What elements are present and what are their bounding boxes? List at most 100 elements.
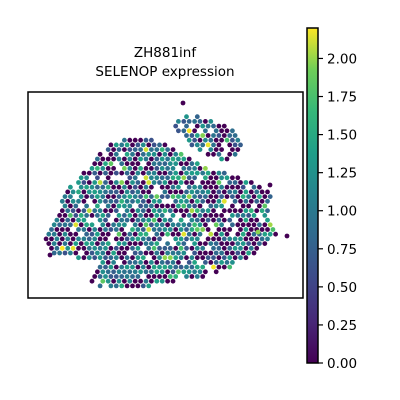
- spot: [151, 208, 157, 214]
- spot: [238, 189, 243, 195]
- spot: [200, 198, 206, 204]
- spot: [135, 227, 141, 232]
- spot: [194, 217, 200, 223]
- spot: [113, 198, 119, 204]
- spot: [124, 255, 130, 261]
- spot: [170, 213, 176, 218]
- spot: [103, 255, 108, 261]
- spot: [143, 147, 149, 153]
- spot: [103, 245, 108, 251]
- spot: [57, 231, 62, 237]
- spot: [184, 274, 189, 279]
- spot: [95, 241, 100, 247]
- spot: [211, 255, 216, 261]
- spot: [254, 208, 260, 214]
- spot: [197, 269, 203, 275]
- spot: [130, 245, 135, 251]
- spot: [213, 147, 219, 153]
- spot: [165, 231, 171, 237]
- spot: [265, 208, 270, 214]
- spot: [205, 198, 211, 204]
- spot: [173, 151, 179, 157]
- colorbar-gradient: [306, 27, 319, 364]
- spot: [173, 170, 179, 176]
- spot: [232, 245, 238, 251]
- spot: [230, 260, 235, 265]
- spot: [68, 194, 73, 200]
- spot: [154, 278, 160, 284]
- spot: [62, 231, 68, 237]
- spot: [200, 170, 206, 176]
- spot: [178, 245, 184, 251]
- spot: [181, 241, 187, 247]
- spot: [146, 180, 152, 185]
- spot: [251, 231, 257, 237]
- spot: [151, 255, 157, 261]
- spot: [205, 142, 211, 148]
- spot: [135, 236, 141, 242]
- spot: [213, 194, 219, 200]
- spot: [224, 231, 230, 237]
- spot: [97, 208, 103, 214]
- spot: [224, 156, 230, 162]
- spot: [232, 180, 238, 185]
- spot: [216, 123, 222, 129]
- spot: [176, 260, 181, 265]
- spot: [230, 137, 235, 143]
- spot: [184, 133, 189, 138]
- spot: [170, 269, 176, 275]
- spot: [151, 151, 157, 157]
- spot: [113, 283, 119, 289]
- spot: [224, 260, 230, 265]
- spot: [92, 180, 98, 185]
- spot: [113, 227, 119, 232]
- spot: [216, 236, 222, 242]
- spot: [192, 184, 198, 190]
- spot: [178, 227, 184, 232]
- spot: [138, 166, 144, 171]
- spot: [243, 255, 249, 261]
- spot: [267, 182, 273, 188]
- spot: [186, 128, 192, 134]
- colorbar-tick-label: 1.25: [327, 166, 357, 182]
- spot: [167, 208, 173, 214]
- spot: [57, 241, 62, 247]
- spot: [116, 231, 122, 237]
- spot: [130, 264, 135, 270]
- spot: [219, 184, 225, 190]
- spot: [70, 217, 76, 223]
- spot: [251, 194, 257, 200]
- spot: [248, 208, 254, 214]
- spot: [151, 227, 157, 232]
- spot: [216, 255, 222, 261]
- spot: [76, 189, 81, 195]
- spot: [243, 227, 249, 232]
- colorbar-tick-label: 1.50: [327, 128, 357, 144]
- spot: [219, 147, 225, 153]
- spot: [248, 227, 254, 232]
- spot: [203, 241, 208, 247]
- spot: [173, 180, 179, 185]
- spot: [86, 255, 92, 261]
- spot: [124, 161, 130, 167]
- spot: [157, 227, 162, 232]
- spot: [138, 241, 144, 247]
- spot: [140, 208, 146, 214]
- spot: [265, 217, 270, 223]
- spot: [119, 255, 125, 261]
- spot: [216, 217, 222, 223]
- spot: [219, 241, 225, 247]
- spot: [211, 189, 216, 195]
- spot: [89, 250, 95, 256]
- spot: [130, 142, 135, 148]
- spot: [149, 278, 154, 284]
- spot: [146, 198, 152, 204]
- spot: [113, 274, 119, 279]
- spot: [265, 198, 270, 204]
- spot: [127, 147, 133, 153]
- spot: [122, 213, 127, 218]
- spot: [95, 194, 100, 200]
- spot: [151, 142, 157, 148]
- chart-title-line1: ZH881inf: [134, 45, 197, 61]
- spot: [208, 260, 214, 265]
